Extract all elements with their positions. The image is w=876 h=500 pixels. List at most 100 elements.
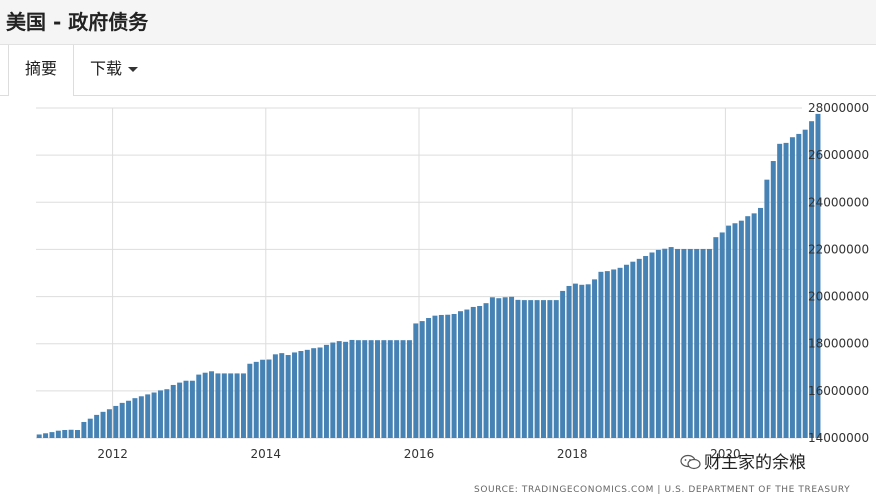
bar[interactable] — [234, 373, 240, 438]
bar[interactable] — [764, 179, 770, 438]
bar[interactable] — [138, 396, 144, 438]
bar[interactable] — [43, 433, 49, 438]
bar[interactable] — [228, 373, 234, 438]
download-dropdown[interactable]: 下载 — [90, 45, 139, 95]
bar[interactable] — [119, 402, 125, 438]
bar[interactable] — [292, 352, 298, 438]
bar[interactable] — [470, 306, 476, 438]
bar[interactable] — [745, 216, 751, 438]
bar[interactable] — [94, 414, 100, 438]
bar[interactable] — [62, 429, 68, 438]
bar[interactable] — [713, 237, 719, 438]
bar[interactable] — [355, 340, 361, 438]
bar[interactable] — [87, 418, 93, 438]
bar[interactable] — [202, 372, 208, 438]
bar[interactable] — [738, 220, 744, 438]
bar[interactable] — [751, 213, 757, 438]
bar[interactable] — [279, 353, 285, 438]
bar[interactable] — [343, 341, 349, 438]
bar[interactable] — [419, 321, 425, 438]
bar[interactable] — [694, 248, 700, 438]
bar[interactable] — [547, 300, 553, 438]
bar[interactable] — [700, 248, 706, 438]
bar[interactable] — [438, 314, 444, 438]
bar[interactable] — [496, 298, 502, 438]
bar[interactable] — [100, 411, 106, 438]
bar[interactable] — [560, 290, 566, 438]
bar[interactable] — [566, 285, 572, 438]
bar[interactable] — [502, 297, 508, 438]
bar[interactable] — [132, 398, 138, 438]
bar[interactable] — [585, 284, 591, 438]
bar[interactable] — [509, 296, 515, 438]
bar[interactable] — [528, 300, 534, 438]
bar[interactable] — [349, 339, 355, 438]
bar[interactable] — [170, 384, 176, 438]
bar[interactable] — [445, 314, 451, 438]
bar[interactable] — [304, 349, 310, 438]
bar[interactable] — [426, 318, 432, 438]
bar[interactable] — [260, 359, 266, 438]
bar[interactable] — [662, 248, 668, 438]
bar[interactable] — [387, 340, 393, 438]
bar[interactable] — [330, 342, 336, 438]
bar[interactable] — [126, 400, 132, 438]
bar[interactable] — [381, 340, 387, 438]
bar[interactable] — [451, 314, 457, 438]
bar[interactable] — [400, 340, 406, 438]
bar[interactable] — [592, 279, 598, 438]
bar[interactable] — [789, 137, 795, 439]
bar[interactable] — [336, 341, 342, 438]
bar[interactable] — [145, 394, 151, 438]
bar[interactable] — [719, 232, 725, 438]
bar[interactable] — [649, 252, 655, 438]
bar[interactable] — [221, 373, 227, 438]
bar[interactable] — [540, 300, 546, 438]
bar[interactable] — [49, 432, 55, 438]
bar[interactable] — [413, 323, 419, 438]
bar[interactable] — [630, 261, 636, 438]
bar[interactable] — [323, 344, 329, 438]
bar[interactable] — [604, 271, 610, 438]
bar[interactable] — [432, 315, 438, 438]
bar[interactable] — [732, 223, 738, 438]
bar[interactable] — [636, 258, 642, 438]
bar[interactable] — [196, 374, 202, 438]
bar[interactable] — [375, 340, 380, 438]
bar[interactable] — [515, 299, 521, 438]
bar[interactable] — [177, 382, 183, 438]
bar[interactable] — [406, 340, 412, 438]
bar[interactable] — [464, 309, 470, 438]
bar[interactable] — [706, 248, 712, 438]
bar[interactable] — [240, 373, 246, 438]
bar[interactable] — [68, 429, 74, 438]
bar[interactable] — [247, 363, 253, 438]
bar[interactable] — [579, 284, 585, 438]
bar[interactable] — [458, 311, 463, 438]
bar[interactable] — [477, 306, 483, 438]
bar[interactable] — [489, 297, 495, 438]
bar[interactable] — [362, 340, 368, 438]
bar[interactable] — [758, 207, 763, 438]
bar[interactable] — [681, 248, 687, 438]
bar[interactable] — [611, 269, 617, 438]
bar[interactable] — [815, 113, 821, 438]
bar[interactable] — [796, 133, 802, 438]
bar[interactable] — [266, 359, 272, 438]
bar[interactable] — [81, 421, 87, 438]
bar[interactable] — [483, 303, 489, 438]
bar[interactable] — [36, 434, 42, 438]
bar[interactable] — [253, 361, 259, 438]
bar[interactable] — [164, 389, 170, 438]
bar[interactable] — [809, 121, 815, 438]
bar[interactable] — [272, 354, 278, 438]
bar[interactable] — [368, 340, 374, 438]
bar[interactable] — [726, 225, 732, 438]
bar[interactable] — [189, 380, 195, 438]
bar[interactable] — [572, 283, 578, 438]
bar[interactable] — [777, 143, 783, 438]
tab-summary[interactable]: 摘要 — [8, 45, 74, 96]
bar[interactable] — [106, 409, 112, 438]
bar[interactable] — [521, 300, 527, 438]
bar[interactable] — [151, 392, 157, 438]
